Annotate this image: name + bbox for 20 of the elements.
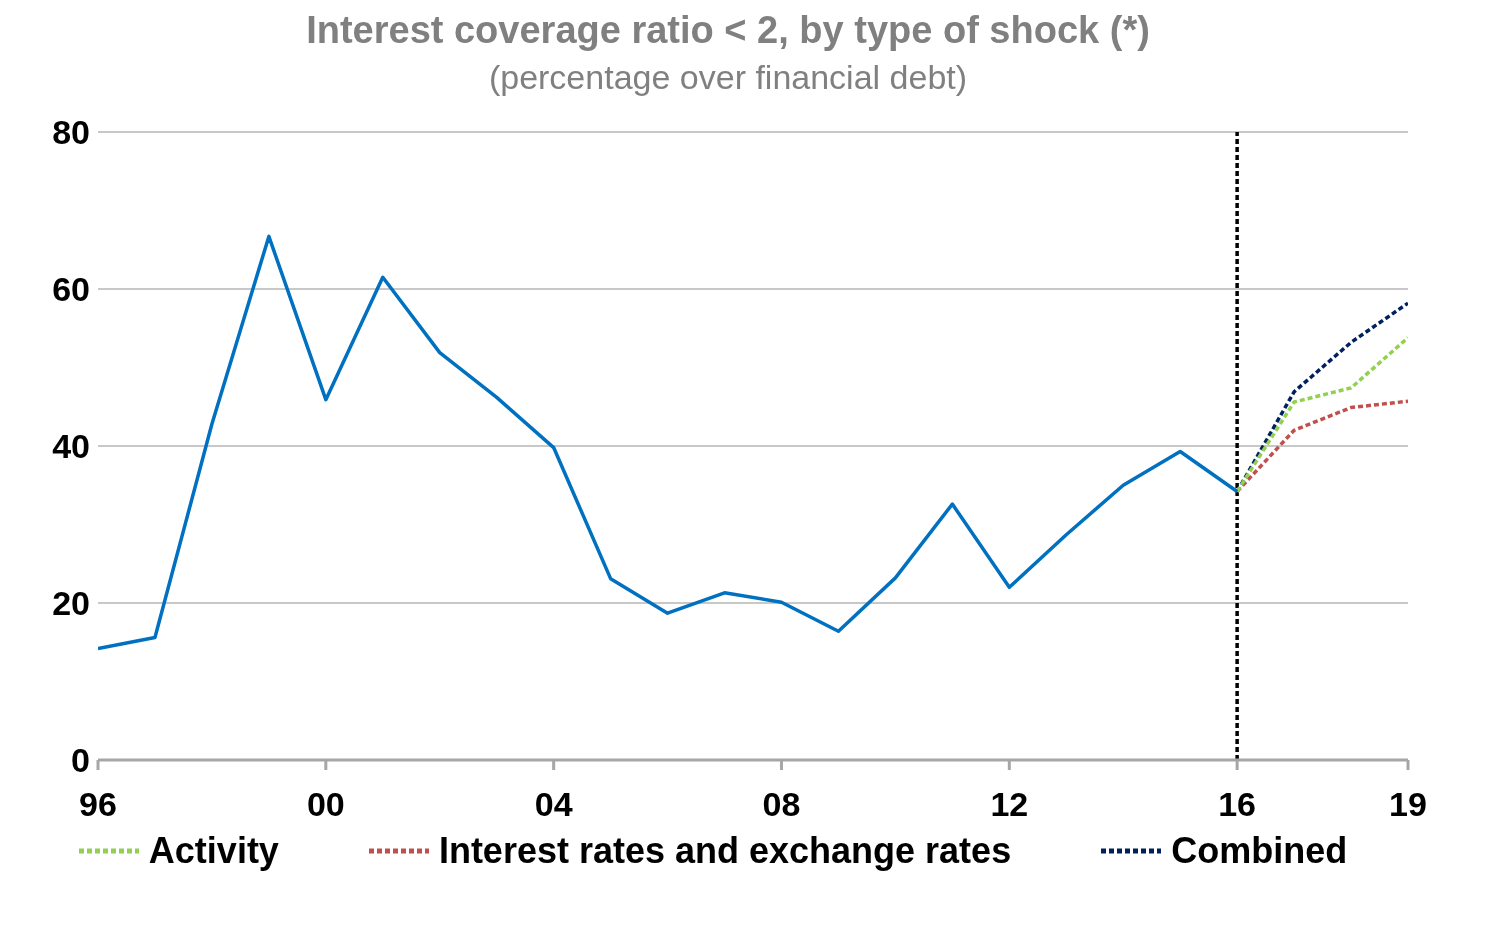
y-tick-label: 40 [52, 427, 90, 466]
line-series [98, 234, 1239, 651]
chart-title: Interest coverage ratio < 2, by type of shock (*) [305, 8, 1151, 52]
line-series [1235, 335, 1408, 494]
line-series [1235, 399, 1408, 494]
chart-subtitle: (percentage over financial debt) [487, 57, 969, 98]
x-tick-label: 04 [534, 785, 573, 824]
x-tick-label: 00 [306, 785, 345, 824]
legend-label: Interest rates and exchange rates [438, 830, 1012, 872]
y-tick-label: 0 [71, 741, 90, 780]
x-tick-label: 12 [990, 785, 1029, 824]
legend-label: Combined [1171, 830, 1348, 872]
x-tick-label: 96 [79, 785, 117, 824]
y-tick-label: 60 [52, 270, 90, 309]
x-tick-label: 16 [1218, 785, 1257, 824]
x-tick-label: 19 [1389, 785, 1427, 824]
x-tick-label: 08 [762, 785, 801, 824]
y-tick-label: 20 [52, 584, 90, 623]
y-tick-label: 80 [52, 113, 90, 152]
legend-label: Activity [148, 830, 279, 872]
